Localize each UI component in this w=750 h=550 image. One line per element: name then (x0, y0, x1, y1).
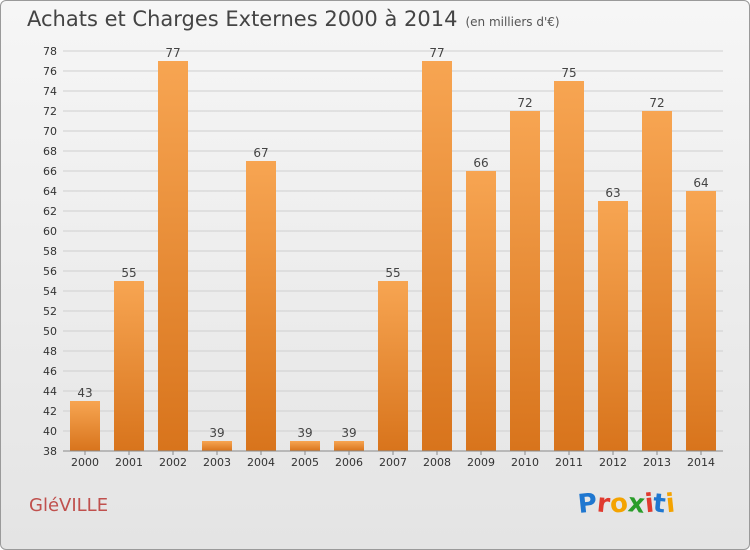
bar-2001 (114, 281, 144, 451)
y-tick-label: 74 (43, 85, 57, 98)
y-tick-label: 48 (43, 345, 57, 358)
x-tick-label: 2007 (379, 456, 407, 469)
y-tick-label: 50 (43, 325, 57, 338)
bars (70, 61, 716, 451)
y-tick-label: 40 (43, 425, 57, 438)
chart-title: Achats et Charges Externes 2000 à 2014 (e… (27, 7, 560, 31)
data-label: 39 (297, 426, 312, 440)
data-label: 63 (605, 186, 620, 200)
y-tick-label: 78 (43, 45, 57, 58)
data-label: 64 (693, 176, 708, 190)
data-label: 39 (209, 426, 224, 440)
bar-2012 (598, 201, 628, 451)
data-label: 55 (121, 266, 136, 280)
x-tick-label: 2008 (423, 456, 451, 469)
bar-2013 (642, 111, 672, 451)
y-tick-label: 58 (43, 245, 57, 258)
x-tick-label: 2009 (467, 456, 495, 469)
proxiti-logo: Proxiti (576, 488, 677, 520)
bar-2010 (510, 111, 540, 451)
x-tick-label: 2011 (555, 456, 583, 469)
x-tick-label: 2001 (115, 456, 143, 469)
x-tick-label: 2000 (71, 456, 99, 469)
bar-2002 (158, 61, 188, 451)
y-tick-label: 52 (43, 305, 57, 318)
data-label: 67 (253, 146, 268, 160)
data-label: 72 (517, 96, 532, 110)
bar-2009 (466, 171, 496, 451)
data-labels: 43 55 77 39 67 39 39 55 77 66 72 75 63 72 64 (77, 46, 708, 440)
bar-2000 (70, 401, 100, 451)
y-tick-label: 42 (43, 405, 57, 418)
bar-2003 (202, 441, 232, 451)
y-tick-label: 68 (43, 145, 57, 158)
data-label: 77 (165, 46, 180, 60)
data-label: 55 (385, 266, 400, 280)
bar-2007 (378, 281, 408, 451)
bar-2014 (686, 191, 716, 451)
chart-subtitle: (en milliers d'€) (465, 15, 560, 29)
x-tick-label: 2005 (291, 456, 319, 469)
data-label: 77 (429, 46, 444, 60)
y-tick-label: 56 (43, 265, 57, 278)
y-tick-label: 72 (43, 105, 57, 118)
x-axis: 2000 2001 2002 2003 2004 2005 2006 2007 2008 2009… (63, 450, 723, 469)
data-label: 66 (473, 156, 488, 170)
y-tick-label: 38 (43, 445, 57, 458)
x-tick-label: 2012 (599, 456, 627, 469)
bar-2011 (554, 81, 584, 451)
bar-2004 (246, 161, 276, 451)
data-label: 39 (341, 426, 356, 440)
x-tick-label: 2010 (511, 456, 539, 469)
data-label: 43 (77, 386, 92, 400)
x-tick-label: 2014 (687, 456, 715, 469)
y-tick-label: 60 (43, 225, 57, 238)
y-tick-label: 76 (43, 65, 57, 78)
y-tick-label: 46 (43, 365, 57, 378)
bar-2006 (334, 441, 364, 451)
x-tick-label: 2003 (203, 456, 231, 469)
x-tick-label: 2006 (335, 456, 363, 469)
bar-2005 (290, 441, 320, 451)
y-tick-label: 62 (43, 205, 57, 218)
y-tick-label: 64 (43, 185, 57, 198)
data-label: 75 (561, 66, 576, 80)
bar-2008 (422, 61, 452, 451)
logo-letter: i (664, 488, 677, 520)
x-tick-label: 2002 (159, 456, 187, 469)
y-axis: 38 40 42 44 46 48 50 52 54 56 58 60 62 64 66 68 70 72 74 76… (43, 45, 57, 458)
y-tick-label: 44 (43, 385, 57, 398)
y-tick-label: 54 (43, 285, 57, 298)
chart-title-text: Achats et Charges Externes 2000 à 2014 (27, 7, 458, 31)
x-tick-label: 2004 (247, 456, 275, 469)
data-label: 72 (649, 96, 664, 110)
y-tick-label: 70 (43, 125, 57, 138)
commune-name: GléVILLE (29, 495, 109, 516)
y-tick-label: 66 (43, 165, 57, 178)
x-tick-label: 2013 (643, 456, 671, 469)
